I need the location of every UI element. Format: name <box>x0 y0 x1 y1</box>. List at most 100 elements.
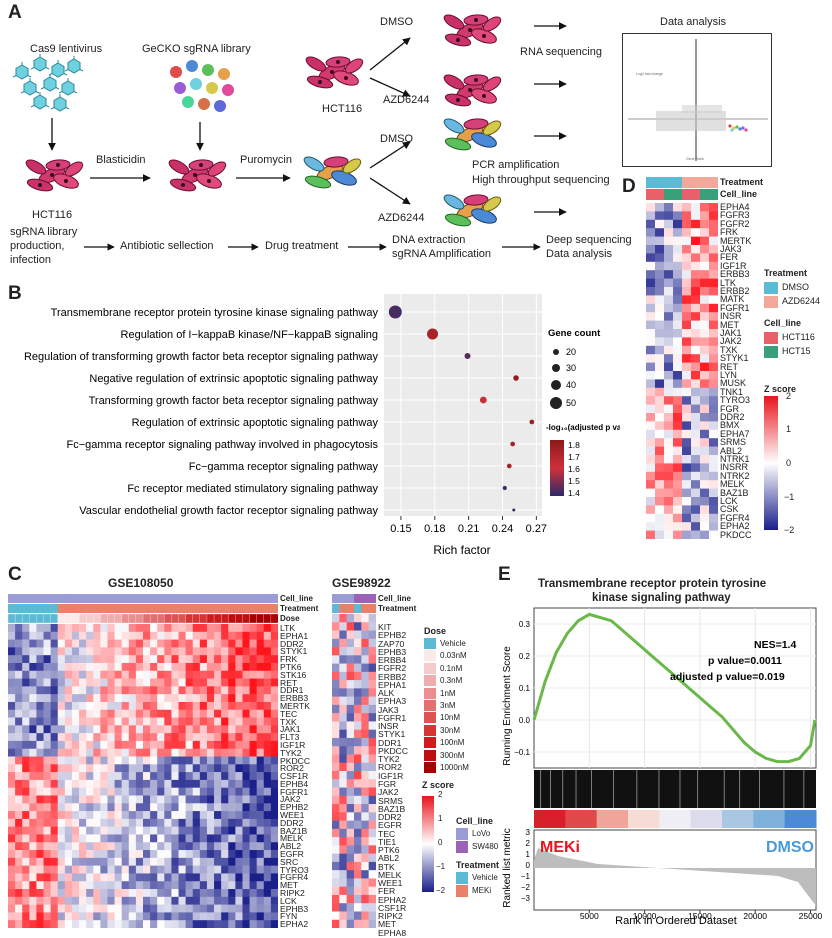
dose-label: 0.1nM <box>440 663 463 673</box>
d-zscore-tick: 2 <box>786 391 792 401</box>
y-tick-label: 0.1 <box>519 684 531 693</box>
gene-label: FGFR1 <box>280 786 309 797</box>
gene-label: INSR <box>378 721 399 732</box>
dose-swatch <box>424 737 436 749</box>
gene-label: TYRO3 <box>280 864 309 875</box>
gene-label: DDR2 <box>378 812 402 823</box>
gene-label: FER <box>720 252 738 263</box>
panel-label-e: E <box>498 564 511 585</box>
y-tick-label: 0 <box>526 861 531 870</box>
svg-text:1.8: 1.8 <box>568 440 580 450</box>
sw480-swatch <box>456 841 468 853</box>
gene-label: INSR <box>720 311 742 322</box>
gene-label: DDR2 <box>720 412 745 422</box>
c-zscore-tick: 2 <box>438 790 443 799</box>
gene-label: EPHB4 <box>280 778 309 789</box>
gene-label: WEE1 <box>378 878 403 889</box>
lovo-label: LoVo <box>472 829 491 838</box>
gene-label: SRMS <box>378 795 403 806</box>
gene-label: EPHA4 <box>720 202 750 212</box>
gene-label: ERBB2 <box>378 671 407 682</box>
y-tick-label: 0.0 <box>519 716 531 725</box>
vehicle-swatch <box>456 872 468 884</box>
panel-label-c: C <box>8 564 22 585</box>
gene-label: EPHA1 <box>378 679 407 690</box>
dmso-label-1: DMSO <box>380 16 413 28</box>
dose-label: 1nM <box>440 688 456 698</box>
x-tick-label: 15000 <box>688 911 712 921</box>
dose-swatch <box>424 638 436 649</box>
flow-step-3: Drug treatment <box>265 240 339 252</box>
c-zscore-tick: −2 <box>436 886 446 895</box>
d-treatment-legend-title: Treatment <box>764 268 808 278</box>
gene-label: JAK3 <box>720 244 742 254</box>
gene-label: LYN <box>720 370 737 380</box>
gene-label: EPHB2 <box>378 630 407 641</box>
d-dmso-swatch <box>764 282 778 294</box>
gene-label: MET <box>280 880 299 891</box>
x-tick-label: 25000 <box>799 911 823 921</box>
d-hct15-swatch <box>764 346 778 358</box>
y-tick-label: −0.1 <box>514 748 530 757</box>
x-tick-label: 10000 <box>633 911 657 921</box>
y-tick-label: −2 <box>521 883 531 892</box>
c-zscore-tick: 1 <box>438 814 443 823</box>
flow-step-5a: Deep sequencing <box>546 234 632 246</box>
gene-label: LTK <box>280 623 296 633</box>
d-zscore-tick: −1 <box>784 492 795 502</box>
x-tick-label: 0.21 <box>458 523 479 535</box>
dose-legend-item: 0.03nM <box>424 650 467 662</box>
azd-cells-1 <box>441 71 504 109</box>
y-tick-label: 0.2 <box>519 652 531 661</box>
pcr-label-2: High throughput sequencing <box>472 174 610 186</box>
gene-label: BAZ1B <box>720 487 749 498</box>
gene-label: EPHA8 <box>378 927 407 938</box>
nes-value: NES=1.4 <box>754 639 796 651</box>
dose-swatch <box>424 650 436 662</box>
cas9-label: Cas9 lentivirus <box>30 43 103 55</box>
gene-label: MERTK <box>280 700 310 711</box>
panel-label-d: D <box>622 176 636 197</box>
gse98922-gene-labels: KIT EPHB2 ZAP70 EPHB3 ERBB4 FGFR2 ERBB2 EPHA1 AL… <box>378 614 422 938</box>
selected-cells <box>301 153 364 191</box>
pathway-dot <box>388 305 402 319</box>
gene-label: JAK1 <box>720 328 742 338</box>
gene-label: JAK2 <box>720 336 742 347</box>
infected-cells <box>166 156 229 194</box>
gene-label: NTRK1 <box>720 454 750 464</box>
dose-label: Vehicle <box>440 639 466 648</box>
gene-label: NTRK2 <box>720 470 750 481</box>
gene-label: TEC <box>280 708 298 719</box>
gene-label: FYN <box>280 911 298 922</box>
hct116-label-1: HCT116 <box>32 209 73 221</box>
hct116-label-2: HCT116 <box>322 103 363 115</box>
gene-label: JAK2 <box>280 794 301 805</box>
dose-legend-title: Dose <box>424 626 447 636</box>
gene-label: LTK <box>720 277 736 288</box>
gene-label: ABL2 <box>378 853 400 864</box>
svg-text:1.5: 1.5 <box>568 476 580 486</box>
pathway-dot <box>529 419 535 425</box>
c-row-treatment-right: Treatment <box>378 604 417 613</box>
d-hct116-swatch <box>764 332 778 344</box>
pathway-label: Vascular endothelial growth factor recep… <box>79 505 378 517</box>
gsea-title-1: Transmembrane receptor protein tyrosine <box>538 578 767 590</box>
gene-label: FGFR4 <box>720 512 750 523</box>
x-tick-label: 0.24 <box>492 523 513 535</box>
pathway-dot <box>427 328 439 340</box>
gene-label: EPHA2 <box>720 521 750 532</box>
gene-label: TXK <box>720 344 738 355</box>
rnaseq-label: RNA sequencing <box>520 46 602 58</box>
gene-label: ERBB3 <box>720 269 750 280</box>
c-zscore-title: Z score <box>422 780 455 790</box>
y-tick-label: 3 <box>526 828 531 837</box>
gene-label: EPHA1 <box>280 630 309 641</box>
gene-label: EPHB3 <box>378 646 407 657</box>
d-zscore-title: Z score <box>764 384 797 394</box>
d-row-treatment: Treatment <box>720 177 764 187</box>
pathway-dot <box>512 508 516 512</box>
d-zscore-tick: 1 <box>786 424 792 434</box>
d-azd-label: AZD6244 <box>782 296 821 306</box>
gene-label: EPHB2 <box>280 802 309 813</box>
gene-label: MET <box>378 919 397 930</box>
